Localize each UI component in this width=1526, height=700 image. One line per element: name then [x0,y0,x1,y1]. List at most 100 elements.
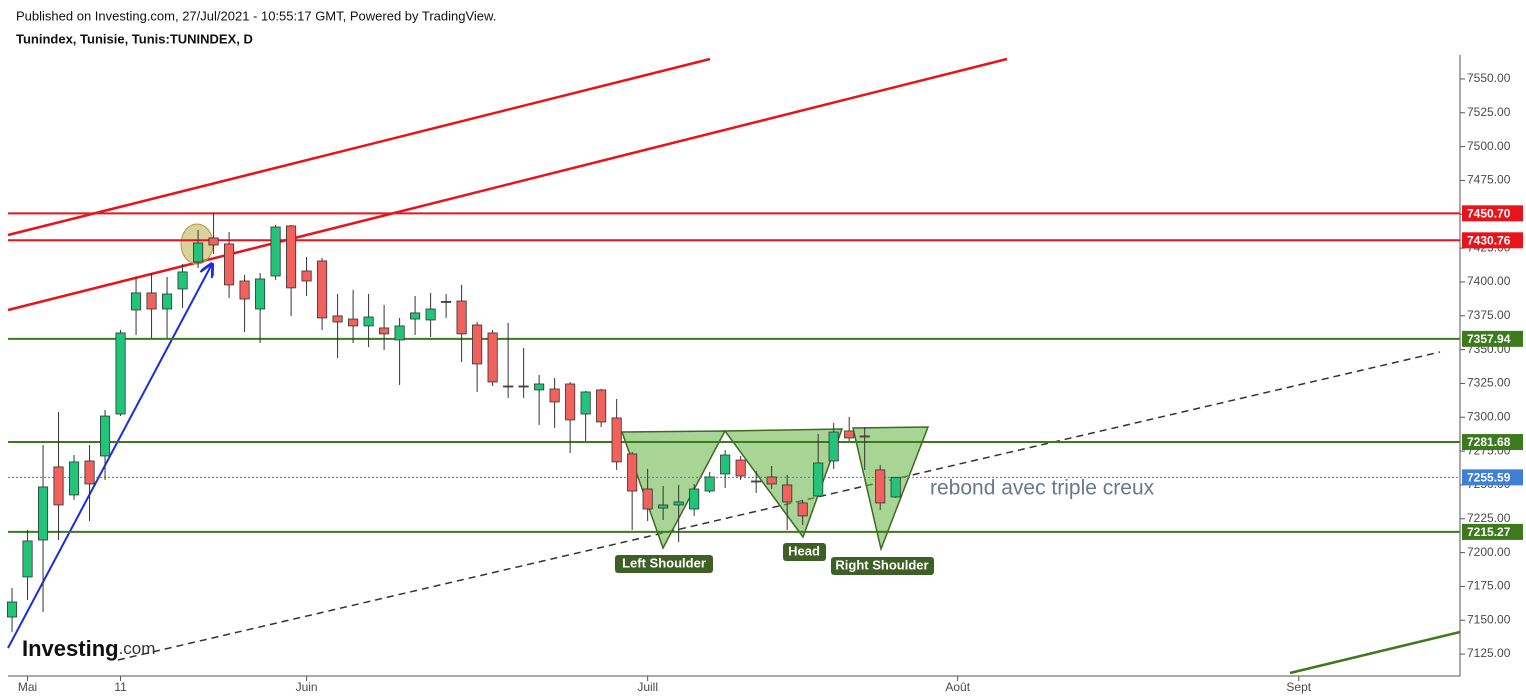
x-tick-label: Août [945,680,970,694]
price-tag-label: 7357.94 [1467,332,1511,346]
price-tag [1462,330,1523,347]
annotation: Left Shoulder [622,555,706,570]
candle-body [797,502,808,517]
candle-body [177,271,188,290]
candle-body [844,430,855,439]
candle-body [193,242,204,263]
candle-body [146,292,157,310]
candle-body [208,237,219,246]
annotation: Head [788,543,820,558]
y-tick-label: 7125.00 [1467,646,1511,660]
candle-body [890,476,901,498]
y-tick-label: 7300.00 [1467,409,1511,423]
y-tick-label: 7175.00 [1467,579,1511,593]
shoulder-triangle [852,426,930,552]
candle-body [518,385,529,388]
candle-body [53,466,64,506]
y-tick-label: 7150.00 [1467,612,1511,626]
price-tag [1462,232,1523,249]
candle-body [580,391,591,415]
candle-body [813,462,824,497]
published-note: Published on Investing.com, 27/Jul/2021 … [16,8,496,23]
head-triangle [723,428,844,539]
annotation: rebond avec triple creux [930,477,1155,500]
candle-body [534,383,545,391]
candle-body [549,388,560,403]
price-tag [1462,523,1523,540]
price-tag-label: 7430.76 [1467,233,1511,247]
y-tick-label: 7200.00 [1467,545,1511,559]
candle-body [224,243,235,286]
candle-body [782,484,793,503]
annotation: Right Shoulder [835,557,928,572]
candle-body [425,308,436,321]
label-box [615,555,713,573]
chart-title: Tunindex, Tunisie, Tunis:TUNINDEX, D [16,31,253,46]
price-tag-label: 7281.68 [1467,435,1511,449]
candle-body [658,504,669,509]
candle-body [37,486,49,541]
candle-body [317,260,328,319]
candle-body [596,389,607,423]
x-tick-label: Juill [637,680,658,694]
candle-body [410,312,421,320]
candle-body [6,601,18,618]
candle-body [115,332,126,415]
price-tag [1462,434,1523,451]
candle-body [766,476,777,485]
x-tick-label: Sept [1286,680,1311,694]
price-tag [1462,469,1523,486]
candle-body [472,324,483,365]
candle-body [99,415,111,457]
plot-area: 7125.007150.007175.007200.007225.007250.… [7,55,1511,694]
candle-body [162,293,173,310]
y-tick-label: 7550.00 [1467,71,1511,85]
candle-body [503,385,514,388]
candle-body [84,460,95,485]
dashed-trend-line [117,351,1441,661]
y-tick-label: 7475.00 [1467,173,1511,187]
price-tag-label: 7215.27 [1467,525,1511,539]
candle-body [751,480,762,483]
price-tag-label: 7450.70 [1467,207,1511,221]
candle-body [673,501,684,506]
logo: Investing.com [22,636,155,661]
trend-line [7,57,711,237]
y-tick-label: 7375.00 [1467,308,1511,322]
logo-word: Investing [22,636,119,661]
logo-suffix: .com [119,639,156,658]
annotations: rebond avec triple creux Left Shoulder H… [22,477,1155,661]
trend-line [1289,630,1461,675]
candle-body [875,469,886,504]
candle-body [735,459,746,477]
y-tick-label: 7500.00 [1467,139,1511,153]
x-tick-label: Mai [18,680,37,694]
candle-body [270,226,281,277]
label-box [783,543,826,561]
y-tick-label: 7325.00 [1467,376,1511,390]
y-tick-label: 7225.00 [1467,511,1511,525]
candle-body [704,476,715,492]
candle-body [239,280,250,300]
candle-body [441,301,452,303]
trend-line [7,57,1008,312]
candle-body [363,316,374,327]
y-tick-label: 7525.00 [1467,105,1511,119]
x-tick-label: 11 [114,680,127,694]
candle-body [379,327,390,335]
candle-body [720,454,731,475]
candle-body [68,461,80,496]
label-box [831,557,934,575]
price-tag-label: 7255.59 [1467,471,1511,485]
candle-body [859,435,870,438]
candle-body [348,318,359,327]
candle-body [456,300,467,335]
candle-body [565,383,576,421]
candle-body [301,270,312,282]
candle-body [487,332,498,383]
candle-body [22,540,33,578]
candle-body [332,315,343,323]
candle-body [642,488,653,510]
